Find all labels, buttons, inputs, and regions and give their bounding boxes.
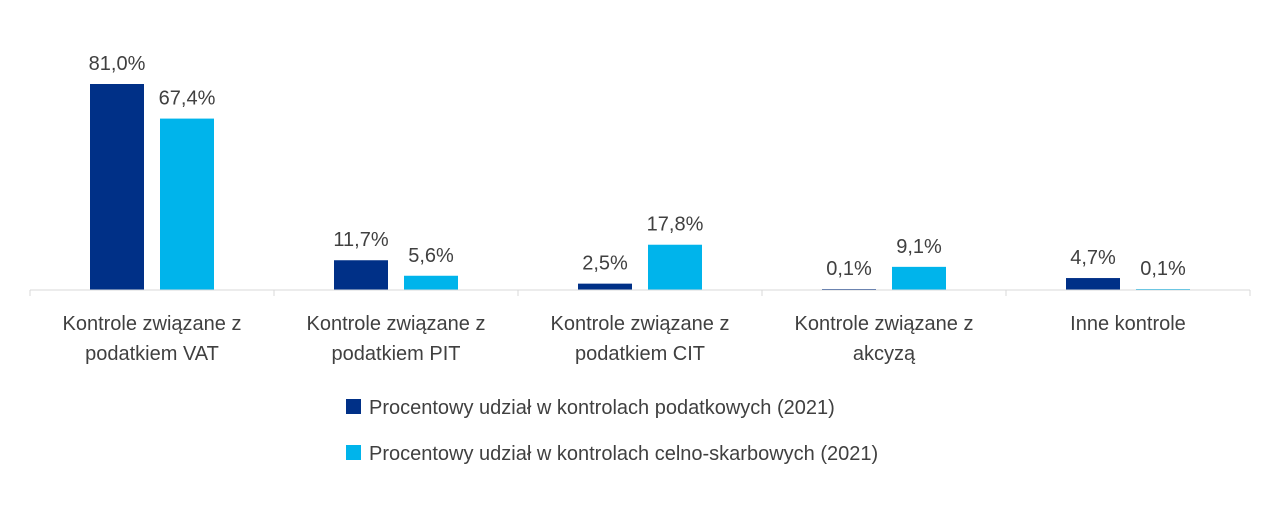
category-label: Kontrole związane z <box>63 313 242 335</box>
legend-entry: Procentowy udział w kontrolach podatkowy… <box>369 397 835 419</box>
data-label: 4,7% <box>1070 247 1116 269</box>
data-label: 17,8% <box>647 214 704 236</box>
legend: Procentowy udział w kontrolach podatkowy… <box>346 397 878 465</box>
bar-podatkowe-1 <box>334 260 388 290</box>
legend-entry: Procentowy udział w kontrolach celno-ska… <box>369 443 878 465</box>
data-label: 0,1% <box>826 258 872 280</box>
data-label: 11,7% <box>333 229 388 251</box>
data-label: 67,4% <box>159 88 216 110</box>
category-label: podatkiem PIT <box>332 343 461 365</box>
bar-podatkowe-4 <box>1066 278 1120 290</box>
bar-celno-skarbowe-2 <box>648 244 702 290</box>
bar-celno-skarbowe-0 <box>160 118 214 291</box>
bars-layer <box>90 84 1190 291</box>
bar-celno-skarbowe-3 <box>892 266 946 290</box>
x-axis-ticks <box>29 290 1251 296</box>
bar-podatkowe-0 <box>90 84 144 290</box>
bar-podatkowe-2 <box>578 283 632 290</box>
category-labels: Kontrole związane z podatkiem VAT Kontrole… <box>63 313 1186 365</box>
category-label: Kontrole związane z <box>795 313 974 335</box>
data-label: 0,1% <box>1140 258 1186 280</box>
category-label: Kontrole związane z <box>307 313 486 335</box>
category-label: Kontrole związane z <box>551 313 730 335</box>
data-label: 81,0% <box>89 53 146 75</box>
legend-swatch <box>346 399 361 414</box>
data-label: 9,1% <box>896 236 942 258</box>
bar-celno-skarbowe-1 <box>404 275 458 290</box>
data-label: 2,5% <box>582 253 628 275</box>
category-label: podatkiem VAT <box>85 343 219 365</box>
category-label: Inne kontrole <box>1070 313 1186 335</box>
data-labels-layer: 81,0% 67,4% 11,7% 5,6% 2,5% 17,8% 0,1% 9,1% 4,7%… <box>89 53 1186 280</box>
data-label: 5,6% <box>408 245 454 267</box>
legend-swatch <box>346 445 361 460</box>
category-label: akcyzą <box>853 343 916 365</box>
category-label: podatkiem CIT <box>575 343 705 365</box>
